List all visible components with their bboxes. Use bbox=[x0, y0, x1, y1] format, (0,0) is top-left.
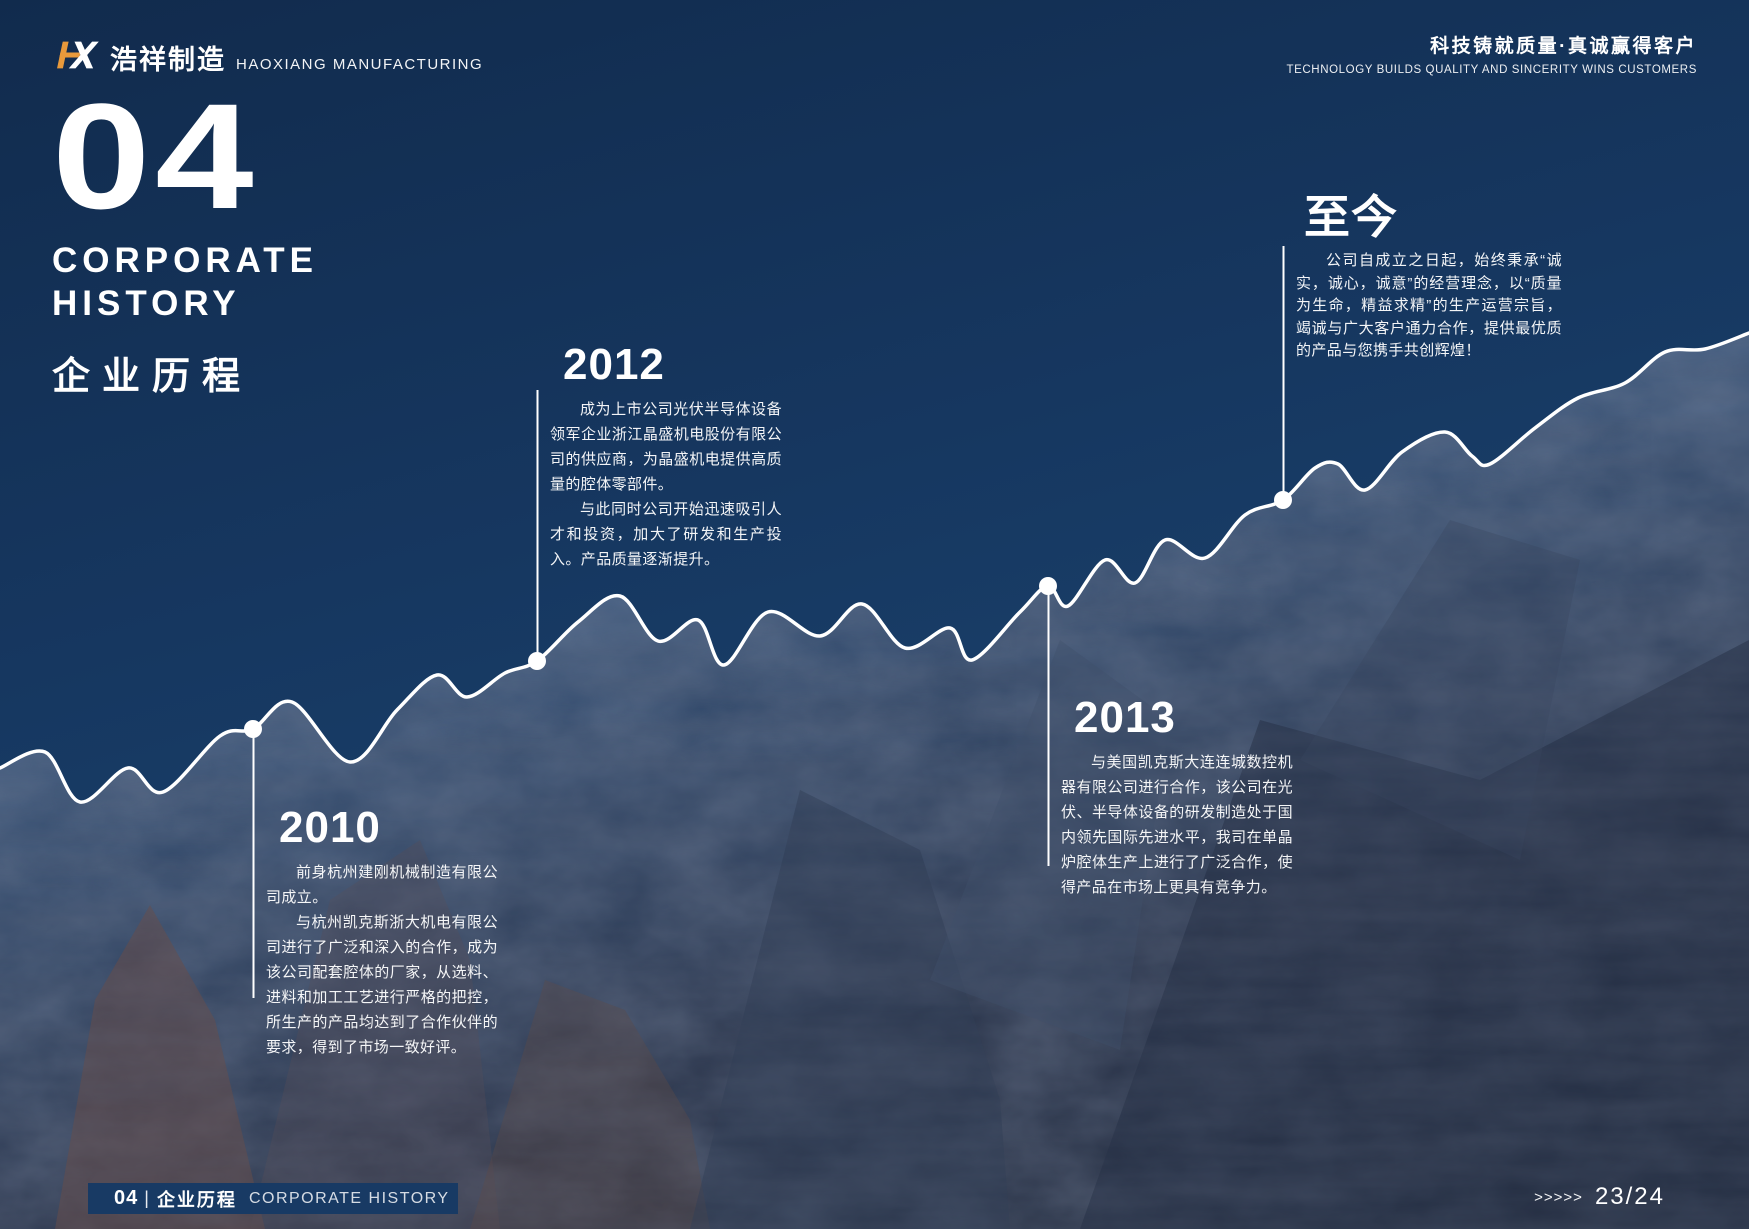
milestone-body: 与美国凯克斯大连连城数控机器有限公司进行合作，该公司在光伏、半导体设备的研发制造… bbox=[1061, 750, 1293, 900]
mountain-texture bbox=[0, 333, 1749, 1229]
brand-name-cn: 浩祥制造 bbox=[110, 45, 226, 75]
milestone-dot-2010 bbox=[244, 720, 262, 738]
slogan-en: TECHNOLOGY BUILDS QUALITY AND SINCERITY … bbox=[1286, 63, 1697, 76]
milestone-paragraph: 与美国凯克斯大连连城数控机器有限公司进行合作，该公司在光伏、半导体设备的研发制造… bbox=[1061, 754, 1293, 896]
milestone-2010: 2010 前身杭州建刚机械制造有限公司成立。 与杭州凯克斯浙大机电有限公司进行了… bbox=[266, 806, 498, 1060]
section-title-block: 04 CORPORATE HISTORY 企业历程 bbox=[52, 81, 318, 400]
page-arrows-icon: >>>>> bbox=[1534, 1188, 1583, 1206]
section-title-en-line1: CORPORATE bbox=[52, 241, 319, 280]
footer-title-cn: 企业历程 bbox=[156, 1189, 237, 1210]
section-number: 04 bbox=[52, 72, 259, 240]
company-logo: 浩祥制造 HAOXIANG MANUFACTURING bbox=[48, 38, 483, 74]
milestone-2012: 2012 成为上市公司光伏半导体设备领军企业浙江晶盛机电股份有限公司的供应商，为… bbox=[550, 343, 782, 572]
milestone-paragraph: 与此同时公司开始迅速吸引人才和投资，加大了研发和生产投入。产品质量逐渐提升。 bbox=[550, 501, 782, 568]
milestone-paragraph: 成为上市公司光伏半导体设备领军企业浙江晶盛机电股份有限公司的供应商，为晶盛机电提… bbox=[550, 401, 782, 493]
milestone-year: 2013 bbox=[1074, 693, 1176, 742]
slogan-cn: 科技铸就质量·真诚赢得客户 bbox=[1430, 36, 1697, 57]
milestone-paragraph: 公司自成立之日起，始终秉承“诚实，诚心，诚意”的经营理念，以“质量为生命，精益求… bbox=[1296, 252, 1562, 359]
milestone-year: 2012 bbox=[563, 340, 665, 389]
milestone-year: 至今 bbox=[1304, 191, 1398, 243]
milestone-body: 成为上市公司光伏半导体设备领军企业浙江晶盛机电股份有限公司的供应商，为晶盛机电提… bbox=[550, 397, 782, 572]
milestone-paragraph: 与杭州凯克斯浙大机电有限公司进行了广泛和深入的合作，成为该公司配套腔体的厂家，从… bbox=[266, 914, 498, 1056]
section-title-en-line2: HISTORY bbox=[52, 284, 241, 324]
footer-divider: | bbox=[144, 1188, 149, 1208]
milestone-now: 至今 公司自成立之日起，始终秉承“诚实，诚心，诚意”的经营理念，以“质量为生命，… bbox=[1296, 194, 1562, 363]
header-slogan: 科技铸就质量·真诚赢得客户 TECHNOLOGY BUILDS QUALITY … bbox=[1287, 36, 1698, 76]
milestone-paragraph: 前身杭州建刚机械制造有限公司成立。 bbox=[266, 864, 498, 906]
milestone-year: 2010 bbox=[279, 803, 381, 852]
milestone-dot-2013 bbox=[1039, 577, 1057, 595]
page-header: 浩祥制造 HAOXIANG MANUFACTURING 科技铸就质量·真诚赢得客… bbox=[0, 0, 1749, 92]
brand-name-en: HAOXIANG MANUFACTURING bbox=[236, 56, 484, 73]
milestone-dot-2012 bbox=[528, 652, 546, 670]
section-title-en: CORPORATE HISTORY bbox=[52, 239, 318, 325]
milestone-dot-now bbox=[1274, 491, 1292, 509]
milestone-2013: 2013 与美国凯克斯大连连城数控机器有限公司进行合作，该公司在光伏、半导体设备… bbox=[1061, 696, 1293, 900]
footer-section-bar: 04 | 企业历程 CORPORATE HISTORY bbox=[88, 1183, 458, 1214]
milestone-body: 前身杭州建刚机械制造有限公司成立。 与杭州凯克斯浙大机电有限公司进行了广泛和深入… bbox=[266, 860, 498, 1060]
hx-logo-icon bbox=[57, 41, 99, 69]
footer-section-number: 04 bbox=[114, 1187, 139, 1209]
timeline-curve bbox=[0, 331, 1749, 804]
page-number-block: >>>>> 23/24 bbox=[1534, 1183, 1665, 1211]
milestone-body: 公司自成立之日起，始终秉承“诚实，诚心，诚意”的经营理念，以“质量为生命，精益求… bbox=[1296, 250, 1562, 363]
footer-title-en: CORPORATE HISTORY bbox=[248, 1189, 450, 1207]
section-title-cn: 企业历程 bbox=[52, 356, 253, 399]
page-indicator: 23/24 bbox=[1594, 1183, 1665, 1210]
